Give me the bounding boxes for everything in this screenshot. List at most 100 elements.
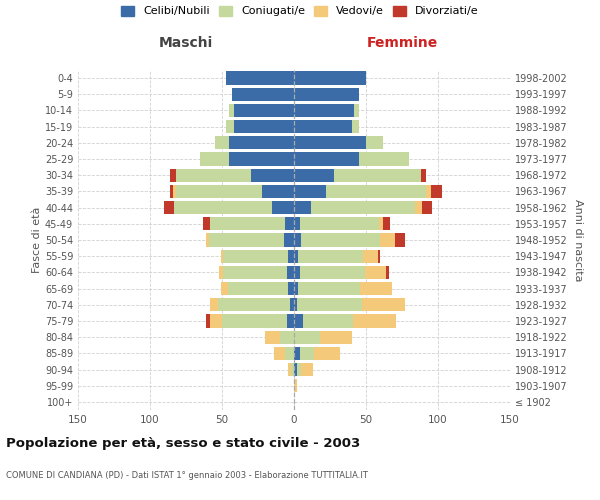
Bar	[366, 136, 383, 149]
Bar	[294, 314, 302, 328]
Bar	[226, 120, 233, 134]
Bar	[294, 363, 297, 376]
Bar	[294, 185, 326, 198]
Bar	[219, 266, 223, 279]
Bar	[301, 363, 313, 376]
Bar	[229, 104, 233, 117]
Bar	[265, 330, 280, 344]
Bar	[294, 104, 355, 117]
Bar	[298, 250, 363, 263]
Bar	[251, 168, 294, 182]
Bar	[294, 152, 359, 166]
Bar	[284, 234, 294, 246]
Bar	[294, 250, 298, 263]
Bar	[294, 346, 300, 360]
Bar	[164, 201, 175, 214]
Legend: Celibi/Nubili, Coniugati/e, Vedovi/e, Divorziati/e: Celibi/Nubili, Coniugati/e, Vedovi/e, Di…	[121, 6, 479, 16]
Bar	[221, 282, 228, 295]
Bar	[300, 217, 379, 230]
Bar	[294, 88, 359, 101]
Bar	[287, 314, 294, 328]
Bar	[288, 282, 294, 295]
Bar	[422, 201, 432, 214]
Bar	[379, 217, 383, 230]
Bar	[176, 185, 262, 198]
Bar	[175, 201, 272, 214]
Bar	[223, 266, 287, 279]
Bar	[200, 152, 229, 166]
Bar	[287, 266, 294, 279]
Bar	[300, 266, 365, 279]
Bar	[326, 185, 427, 198]
Bar	[294, 168, 334, 182]
Bar	[272, 201, 294, 214]
Bar	[294, 72, 366, 85]
Bar	[314, 346, 340, 360]
Bar	[211, 314, 222, 328]
Bar	[229, 136, 294, 149]
Bar	[311, 201, 415, 214]
Text: COMUNE DI CANDIANA (PD) - Dati ISTAT 1° gennaio 2003 - Elaborazione TUTTITALIA.I: COMUNE DI CANDIANA (PD) - Dati ISTAT 1° …	[6, 471, 368, 480]
Bar	[362, 298, 405, 312]
Bar	[383, 217, 391, 230]
Bar	[218, 298, 290, 312]
Bar	[298, 282, 360, 295]
Bar	[320, 330, 352, 344]
Bar	[221, 250, 223, 263]
Bar	[363, 250, 377, 263]
Bar	[359, 152, 409, 166]
Bar	[294, 330, 320, 344]
Bar	[222, 314, 287, 328]
Bar	[294, 136, 366, 149]
Bar	[294, 217, 300, 230]
Bar	[334, 168, 421, 182]
Bar	[280, 330, 294, 344]
Bar	[288, 363, 291, 376]
Bar	[294, 266, 300, 279]
Bar	[288, 250, 294, 263]
Bar	[211, 217, 286, 230]
Bar	[297, 298, 362, 312]
Bar	[291, 363, 294, 376]
Bar	[415, 201, 422, 214]
Bar	[395, 234, 405, 246]
Bar	[294, 282, 298, 295]
Text: Maschi: Maschi	[159, 36, 213, 50]
Bar	[294, 201, 311, 214]
Bar	[262, 185, 294, 198]
Bar	[294, 379, 297, 392]
Bar	[421, 168, 427, 182]
Y-axis label: Fasce di età: Fasce di età	[32, 207, 42, 273]
Bar	[203, 217, 211, 230]
Bar	[211, 298, 218, 312]
Bar	[377, 250, 380, 263]
Bar	[300, 346, 314, 360]
Bar	[223, 250, 288, 263]
Bar	[286, 217, 294, 230]
Bar	[302, 314, 353, 328]
Text: Femmine: Femmine	[367, 36, 437, 50]
Bar	[297, 363, 301, 376]
Bar	[209, 234, 284, 246]
Bar	[301, 234, 380, 246]
Bar	[170, 168, 176, 182]
Bar	[173, 185, 176, 198]
Bar	[360, 282, 392, 295]
Bar	[233, 104, 294, 117]
Text: Popolazione per età, sesso e stato civile - 2003: Popolazione per età, sesso e stato civil…	[6, 437, 360, 450]
Bar	[206, 234, 209, 246]
Bar	[170, 185, 173, 198]
Bar	[294, 234, 301, 246]
Bar	[427, 185, 431, 198]
Bar	[290, 298, 294, 312]
Bar	[206, 314, 211, 328]
Bar	[294, 298, 297, 312]
Bar	[386, 266, 389, 279]
Bar	[226, 72, 294, 85]
Bar	[215, 136, 229, 149]
Bar	[232, 88, 294, 101]
Bar	[365, 266, 386, 279]
Bar	[274, 346, 286, 360]
Bar	[228, 282, 288, 295]
Y-axis label: Anni di nascita: Anni di nascita	[573, 198, 583, 281]
